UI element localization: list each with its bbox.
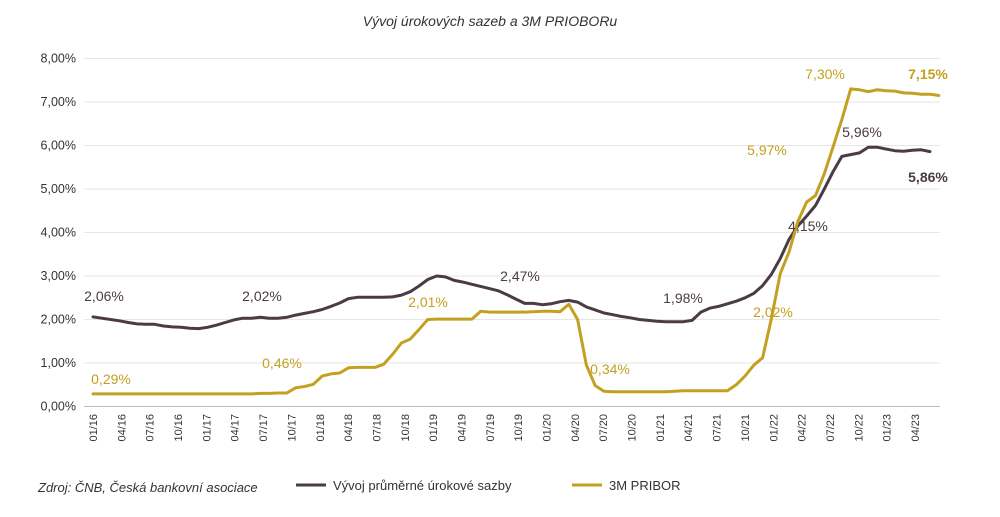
data-annotations: 2,06% 2,02% 2,47% 1,98% 4,15% 5,96% 5,86% 0,29%…	[84, 66, 948, 387]
x-tick-label: 01/20	[542, 414, 554, 442]
x-tick-label: 04/21	[683, 414, 695, 442]
x-tick-label: 01/18	[315, 414, 327, 442]
legend: Vývoj průměrné úrokové sazby 3M PRIBOR	[296, 478, 681, 493]
x-tick-label: 10/21	[740, 414, 752, 442]
rate-annotation: 5,96%	[842, 124, 882, 140]
pribor-annotation: 0,29%	[91, 371, 131, 387]
x-tick-label: 10/17	[286, 414, 298, 442]
chart-title: Vývoj úrokových sazeb a 3M PRIOBORu	[363, 13, 618, 29]
x-axis-ticks: 01/16 04/16 07/16 10/16 01/17 04/17 07/17 10/17…	[88, 414, 922, 442]
series-lines	[91, 87, 941, 396]
x-tick-label: 10/18	[400, 414, 412, 442]
x-tick-label: 07/21	[712, 414, 724, 442]
source-note: Zdroj: ČNB, Česká bankovní asociace	[37, 480, 258, 495]
x-tick-label: 04/23	[910, 414, 922, 442]
x-tick-label: 07/17	[258, 414, 270, 442]
x-tick-label: 04/16	[116, 414, 128, 442]
rate-annotation: 2,02%	[242, 288, 282, 304]
y-tick-label: 3,00%	[41, 269, 76, 283]
x-tick-label: 10/22	[853, 414, 865, 442]
x-tick-label: 04/17	[230, 414, 242, 442]
x-tick-label: 10/16	[173, 414, 185, 442]
y-tick-label: 4,00%	[41, 226, 76, 240]
y-tick-label: 7,00%	[41, 95, 76, 109]
y-tick-label: 0,00%	[41, 400, 76, 414]
y-axis-ticks: 0,00% 1,00% 2,00% 3,00% 4,00% 5,00% 6,00% 7,00%…	[41, 52, 76, 414]
rate-annotation: 2,47%	[500, 268, 540, 284]
x-tick-label: 01/19	[428, 414, 440, 442]
x-tick-label: 04/20	[570, 414, 582, 442]
x-tick-label: 01/21	[655, 414, 667, 442]
x-tick-label: 07/18	[371, 414, 383, 442]
legend-label-pribor: 3M PRIBOR	[609, 478, 681, 493]
y-tick-label: 5,00%	[41, 182, 76, 196]
x-tick-label: 07/20	[598, 414, 610, 442]
x-tick-label: 10/20	[627, 414, 639, 442]
rate-annotation: 2,06%	[84, 288, 124, 304]
pribor-annotation: 0,34%	[590, 361, 630, 377]
pribor-annotation: 0,46%	[262, 355, 302, 371]
pribor-annotation: 7,30%	[805, 66, 845, 82]
series-line-pribor	[91, 87, 941, 396]
rate-annotation: 5,86%	[908, 169, 948, 185]
y-tick-label: 6,00%	[41, 139, 76, 153]
legend-label-rate: Vývoj průměrné úrokové sazby	[333, 478, 512, 493]
x-tick-label: 01/17	[201, 414, 213, 442]
x-tick-label: 10/19	[513, 414, 525, 442]
pribor-annotation: 7,15%	[908, 66, 948, 82]
pribor-annotation: 2,01%	[408, 294, 448, 310]
x-tick-label: 01/23	[882, 414, 894, 442]
x-tick-label: 07/19	[485, 414, 497, 442]
pribor-annotation: 5,97%	[747, 142, 787, 158]
rate-annotation: 1,98%	[663, 290, 703, 306]
series-line-rate	[91, 145, 932, 331]
rate-annotation: 4,15%	[788, 218, 828, 234]
x-tick-label: 01/22	[768, 414, 780, 442]
x-tick-label: 07/22	[825, 414, 837, 442]
x-tick-label: 04/19	[456, 414, 468, 442]
gridlines	[84, 58, 940, 407]
x-tick-label: 07/16	[145, 414, 157, 442]
x-tick-label: 04/18	[343, 414, 355, 442]
y-tick-label: 8,00%	[41, 52, 76, 66]
x-tick-label: 04/22	[797, 414, 809, 442]
pribor-annotation: 2,02%	[753, 304, 793, 320]
x-tick-label: 01/16	[88, 414, 100, 442]
y-tick-label: 1,00%	[41, 356, 76, 370]
y-tick-label: 2,00%	[41, 313, 76, 327]
